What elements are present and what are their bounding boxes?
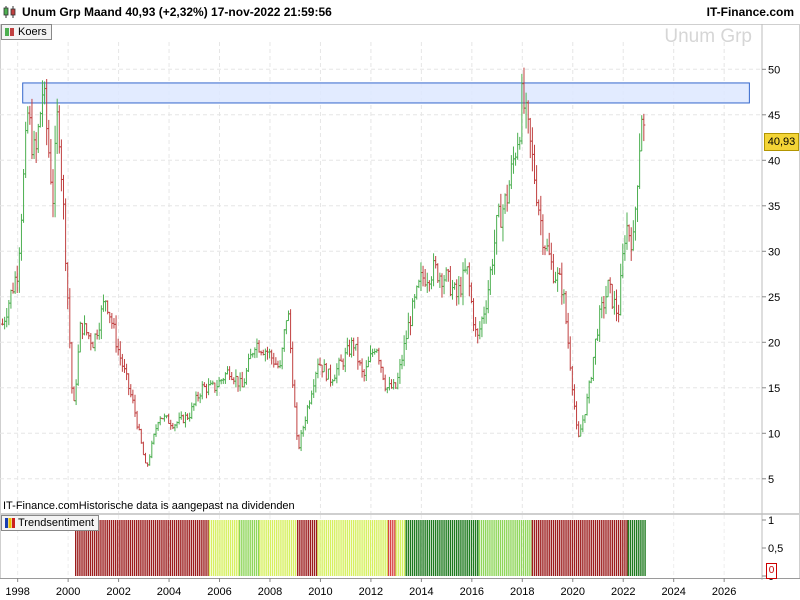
instrument-watermark: Unum Grp xyxy=(664,26,752,47)
time-tick-label: 2026 xyxy=(712,586,736,598)
time-tick-label: 2002 xyxy=(106,586,130,598)
time-tick-label: 2004 xyxy=(157,586,181,598)
time-tick-label: 2022 xyxy=(611,586,635,598)
price-tick-label: 35 xyxy=(768,201,780,213)
source-label: IT-Finance.com xyxy=(706,5,794,19)
last-price-badge: 40,93 xyxy=(764,133,799,151)
price-tick-label: 25 xyxy=(768,292,780,304)
time-tick-label: 2020 xyxy=(561,586,585,598)
data-source-note: IT-Finance.comHistorische data is aangep… xyxy=(3,500,295,512)
resistance-zone[interactable] xyxy=(22,82,750,104)
time-tick-label: 1998 xyxy=(5,586,29,598)
time-tick-label: 2008 xyxy=(258,586,282,598)
trend-panel-tag-label: Trendsentiment xyxy=(18,517,95,529)
price-tick-label: 10 xyxy=(768,428,780,440)
time-tick-label: 2018 xyxy=(510,586,534,598)
price-tick-label: 40 xyxy=(768,155,780,167)
trend-panel-tag[interactable]: Trendsentiment xyxy=(1,515,100,531)
price-tick-label: 5 xyxy=(768,474,774,486)
time-tick-label: 2012 xyxy=(359,586,383,598)
price-tick-label: 50 xyxy=(768,64,780,76)
time-tick-label: 2000 xyxy=(56,586,80,598)
time-tick-label: 2014 xyxy=(409,586,433,598)
chart-header: Unum Grp Maand 40,93 (+2,32%) 17-nov-202… xyxy=(0,0,800,24)
time-tick-label: 2010 xyxy=(308,586,332,598)
time-tick-label: 2024 xyxy=(661,586,685,598)
price-tick-label: 15 xyxy=(768,383,780,395)
trend-sentiment-icon xyxy=(5,518,15,528)
candlestick-icon xyxy=(3,6,16,18)
price-panel-tag-label: Koers xyxy=(18,26,47,38)
price-tick-label: 30 xyxy=(768,246,780,258)
time-tick-label: 2016 xyxy=(460,586,484,598)
price-series-icon xyxy=(5,27,15,37)
price-tick-label: 20 xyxy=(768,337,780,349)
price-tick-label: 45 xyxy=(768,110,780,122)
last-trend-badge: 0 xyxy=(766,563,777,579)
trend-tick-label: 0,5 xyxy=(768,543,783,555)
chart-title: Unum Grp Maand 40,93 (+2,32%) 17-nov-202… xyxy=(22,5,332,19)
price-panel-tag[interactable]: Koers xyxy=(1,24,52,40)
time-tick-label: 2006 xyxy=(207,586,231,598)
trend-tick-label: 1 xyxy=(768,515,774,527)
